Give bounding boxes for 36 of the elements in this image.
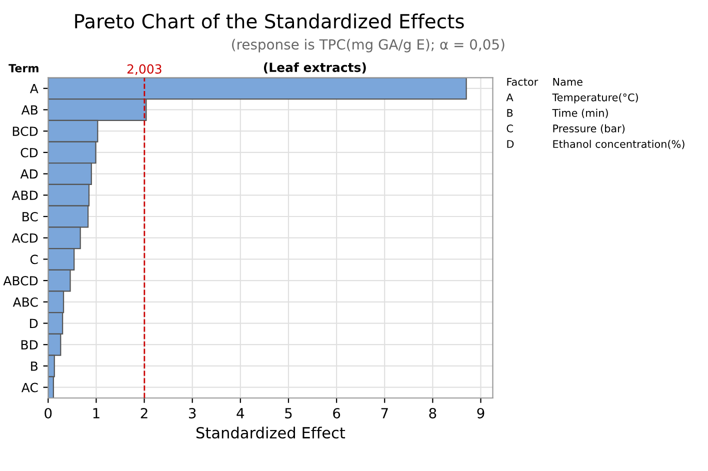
text: C Pressure (bar) bbox=[506, 124, 625, 134]
y-tick-label: B bbox=[31, 362, 38, 371]
y-tick-label: C bbox=[30, 254, 38, 264]
y-tick-label: AC bbox=[21, 382, 38, 392]
text: B Time (min) bbox=[507, 108, 608, 118]
y-axis-title: Term bbox=[8, 64, 38, 72]
x-tick-label: 0 bbox=[44, 408, 52, 418]
ref-line-label: 2,003 bbox=[127, 64, 162, 75]
y-tick-label: BCD bbox=[12, 126, 38, 136]
text: D Ethanol concentration(%) bbox=[507, 140, 684, 150]
text: (Leaf extracts) bbox=[264, 62, 366, 74]
y-tick-label: AB bbox=[21, 105, 38, 114]
x-tick-label: 9 bbox=[477, 408, 484, 418]
y-tick-label: CD bbox=[20, 148, 38, 158]
y-tick-label: D bbox=[30, 318, 38, 328]
x-tick-label: 5 bbox=[285, 408, 292, 418]
x-axis-title: Standardized Effect bbox=[196, 426, 346, 439]
x-tick-label: 8 bbox=[429, 408, 436, 418]
y-tick-label: ABCD bbox=[3, 276, 38, 286]
y-tick-label: ABC bbox=[12, 297, 38, 307]
y-tick-label: AD bbox=[20, 169, 38, 179]
text: A Temperature(°C) bbox=[506, 93, 638, 104]
y-tick-label: A bbox=[30, 84, 38, 94]
chart-title: Pareto Chart of the Standardized Effects bbox=[75, 13, 464, 29]
y-tick-label: ABD bbox=[12, 190, 38, 200]
y-tick-label: BD bbox=[21, 340, 38, 350]
text: Factor Name bbox=[507, 78, 582, 86]
x-tick-label: 7 bbox=[381, 408, 388, 418]
x-tick-label: 3 bbox=[188, 408, 196, 418]
x-tick-label: 1 bbox=[93, 408, 100, 418]
x-tick-label: 2 bbox=[140, 408, 148, 418]
x-tick-label: 4 bbox=[236, 408, 244, 418]
chart-subtitle: (response is TPC(mg GA/g E); α = 0,05) bbox=[232, 38, 504, 52]
y-tick-label: BC bbox=[22, 212, 38, 222]
x-tick-label: 6 bbox=[333, 408, 340, 418]
y-tick-label: ACD bbox=[12, 233, 38, 243]
